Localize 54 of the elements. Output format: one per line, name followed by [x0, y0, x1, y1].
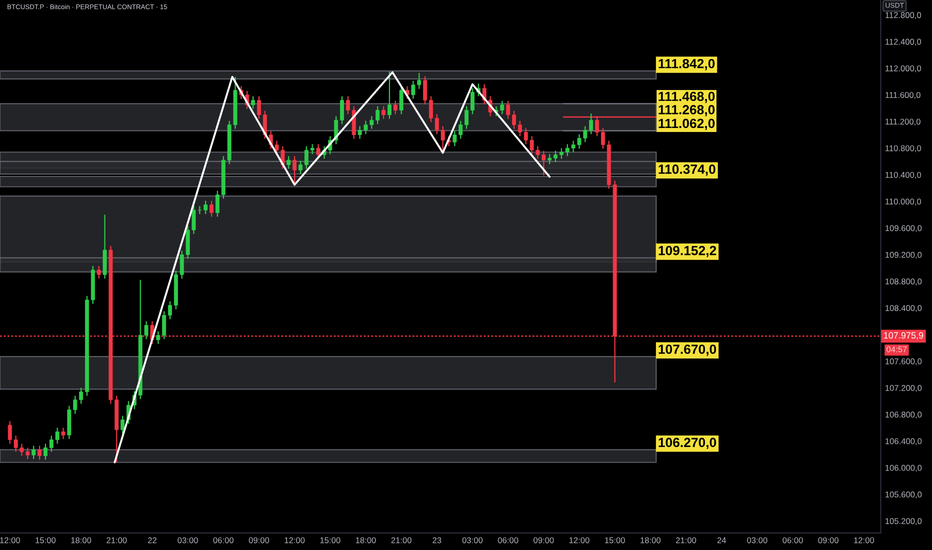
x-tick-label: 03:00 [747, 537, 768, 544]
x-tick-label: 12:00 [854, 537, 874, 544]
x-tick-label: 12:00 [0, 537, 20, 544]
x-tick-label: 15:00 [605, 537, 625, 544]
x-tick-label: 23 [432, 537, 442, 544]
x-tick-label: 06:00 [213, 537, 234, 544]
y-tick-label: 105.600,0 [886, 492, 922, 498]
band-label: 109.152,2 [658, 246, 716, 258]
y-tick-label: 107.200,0 [886, 385, 922, 392]
y-tick-label: 106.400,0 [886, 438, 922, 446]
y-tick-label: 105.200,0 [886, 518, 922, 526]
x-tick-label: 24 [717, 537, 726, 544]
x-tick-label: 18:00 [71, 537, 92, 544]
x-tick-label: 21:00 [106, 537, 127, 544]
x-tick-label: 06:00 [782, 537, 803, 544]
y-tick-label: 111.600,0 [886, 92, 920, 99]
x-tick-label: 15:00 [320, 537, 340, 544]
y-tick-label: 109.200,0 [886, 252, 922, 259]
x-tick-label: 06:00 [498, 537, 518, 544]
x-tick-label: 15:00 [36, 537, 56, 544]
band-label: 110.374,0 [658, 164, 716, 176]
band-label: 107.670,0 [658, 344, 716, 356]
ref-line-label: 107.975,9 [884, 332, 924, 340]
y-tick-label: 111.200,0 [886, 118, 920, 126]
x-tick-label: 18:00 [640, 537, 661, 544]
x-tick-label: 09:00 [818, 537, 838, 544]
y-tick-label: 108.400,0 [886, 305, 922, 312]
x-tick-label: 22 [148, 537, 156, 544]
x-tick-label: 09:00 [248, 537, 270, 544]
y-tick-label: 108.800,0 [886, 278, 922, 286]
band-label: 111.842,0 [658, 58, 715, 70]
y-tick-label: 109.600,0 [886, 225, 922, 232]
y-tick-label: 112.000,0 [886, 65, 922, 72]
y-tick-label: 112.800,0 [886, 12, 922, 20]
y-tick-label: 107.600,0 [886, 358, 922, 366]
band-label: 106.270,0 [658, 438, 716, 450]
text: 04:57 [886, 346, 907, 352]
x-tick-label: 12:00 [284, 537, 305, 544]
x-tick-label: 21:00 [676, 537, 696, 544]
ref-line-label: 111.268,0 [658, 105, 715, 116]
y-tick-label: 110.800,0 [886, 145, 922, 152]
y-tick-label: 110.400,0 [886, 172, 922, 179]
ref-line-label: 111.062,0 [658, 118, 715, 130]
ref-line-label: 111.468,0 [658, 92, 715, 103]
x-tick-label: 21:00 [391, 537, 412, 544]
y-tick-label: 106.000,0 [886, 464, 922, 472]
x-tick-label: 09:00 [534, 537, 554, 544]
x-tick-label: 12:00 [569, 537, 590, 544]
y-tick-label: 106.800,0 [886, 412, 922, 419]
x-tick-label: 18:00 [356, 537, 376, 544]
y-tick-label: 110.000,0 [886, 198, 922, 206]
x-tick-label: 03:00 [462, 537, 483, 544]
x-tick-label: 03:00 [178, 537, 198, 544]
y-tick-label: 112.400,0 [886, 38, 922, 46]
